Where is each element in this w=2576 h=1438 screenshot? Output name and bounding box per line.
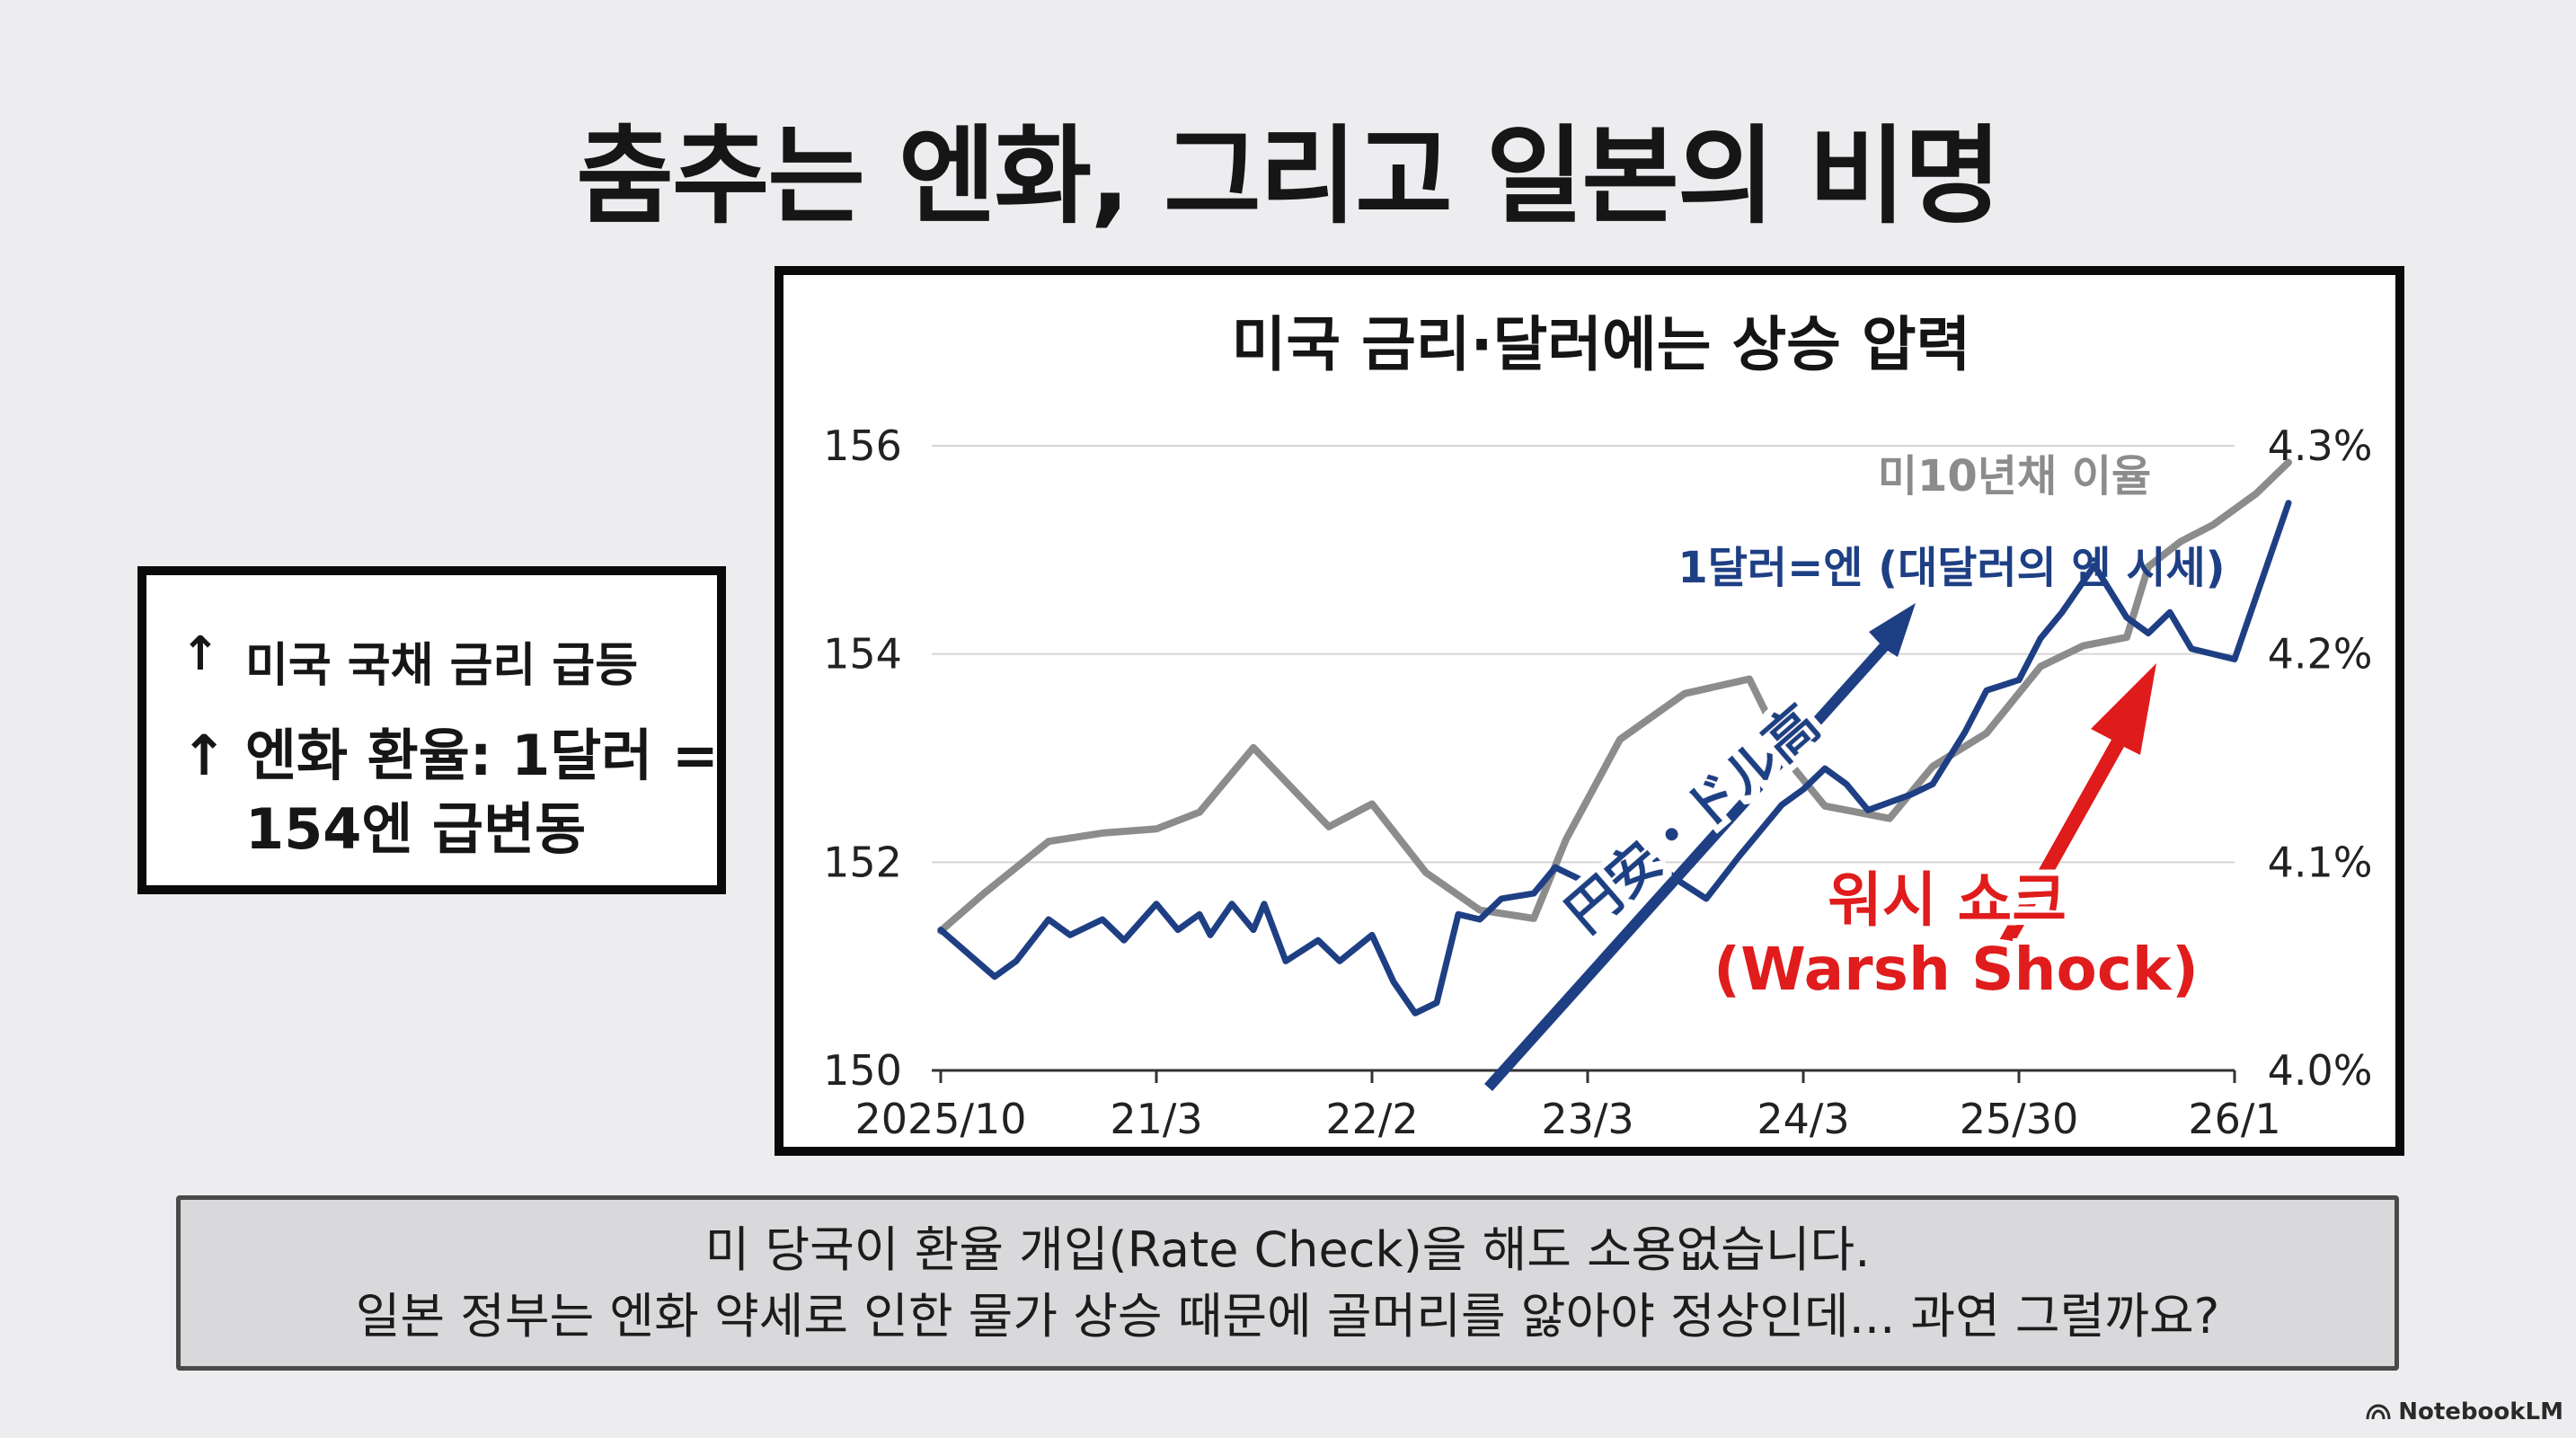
brand-watermark: NotebookLM [2366,1398,2563,1425]
annotation-warsh-shock-ko: 워시 쇼크 [1828,865,2067,935]
series-line-usdjpy [937,500,2292,1016]
x-tick-label: 23/3 [1541,1095,1633,1143]
note-box: 미 당국이 환율 개입(Rate Check)을 해도 소용없습니다. 일본 정… [176,1195,2399,1371]
series-line-us10y-yield [937,458,2292,935]
y-left-tick-label: 154 [823,630,902,679]
y-right-tick-label: 4.2% [2268,630,2373,679]
page-title: 춤추는 엔화, 그리고 일본의 비명 [576,114,2001,238]
series-label-usdjpy: 1달러=엔 (대달러의 엔 시세) [1677,543,2225,593]
x-tick-label: 22/2 [1325,1095,1418,1143]
x-tick-label: 2025/10 [854,1095,1026,1143]
annotation-yen-weak: 円安・ドル高 [1554,693,1830,945]
info-treasury-text: 미국 국채 금리 급등 [245,639,639,693]
chart-title: 미국 금리·달러에는 상승 압력 [1232,310,1971,379]
up-arrow-icon: ↑ [181,723,227,788]
note-line-2: 일본 정부는 엔화 약세로 인한 물가 상승 때문에 골머리를 앓아야 정상인데… [355,1287,2220,1345]
brand-name: NotebookLM [2398,1398,2563,1425]
line-chart: 미국 금리·달러에는 상승 압력 150 4.0% 152 4.1% 154 4.2% 15… [823,310,2373,1143]
y-right-tick-label: 4.0% [2268,1046,2373,1095]
red-trend-arrow [1974,663,2156,992]
chart-panel: 미국 금리·달러에는 상승 압력 150 4.0% 152 4.1% 154 4.2% 15… [775,266,2404,1156]
info-box: ↑ 미국 국채 금리 급등 ↑ 엔화 환율: 1달러 = 154엔 급변동 [137,566,726,894]
annotation-warsh-shock-en: (Warsh Shock) [1713,935,2199,1004]
notebooklm-logo-icon [2366,1404,2391,1420]
info-fx-text: 엔화 환율: 1달러 = 154엔 급변동 [245,723,719,862]
x-tick-label: 24/3 [1757,1095,1849,1143]
x-tick-label: 25/30 [1960,1095,2079,1143]
up-arrow-icon: ↑ [181,627,220,681]
blue-trend-arrow [1484,603,1916,1091]
x-tick-label: 21/3 [1110,1095,1202,1143]
y-left-tick-label: 156 [823,422,902,470]
note-line-1: 미 당국이 환율 개입(Rate Check)을 해도 소용없습니다. [704,1221,1871,1278]
x-tick-label: 26/1 [2188,1095,2280,1143]
y-right-tick-label: 4.1% [2268,838,2373,886]
y-left-tick-label: 152 [823,838,902,886]
series-label-us10y-yield: 미10년채 이율 [1878,451,2151,502]
y-left-tick-label: 150 [823,1046,902,1095]
